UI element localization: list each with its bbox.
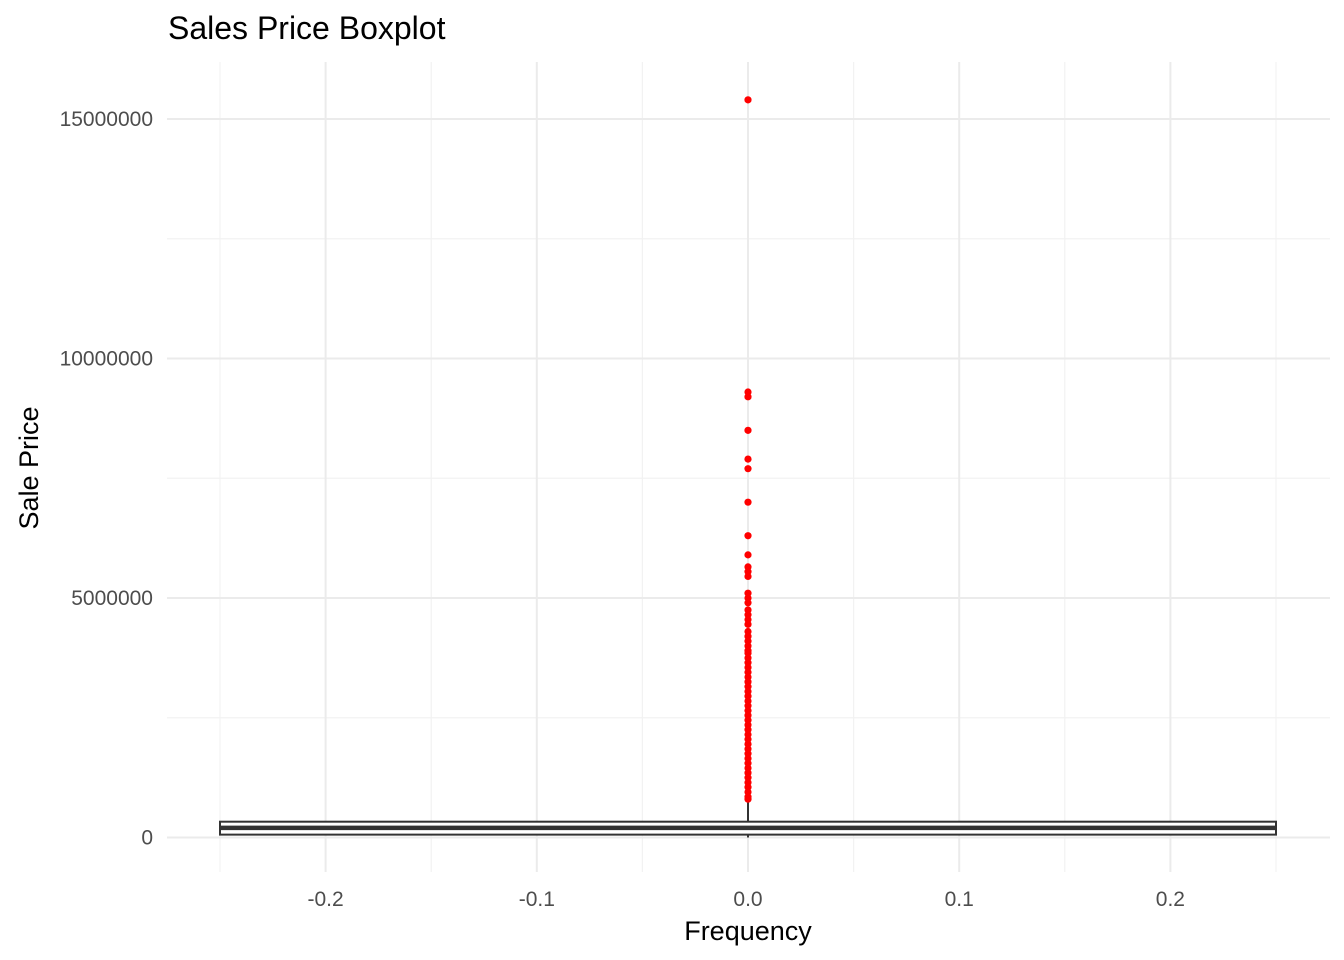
x-tick-label: 0.1 bbox=[945, 888, 974, 911]
outlier-point bbox=[744, 620, 752, 628]
outliers bbox=[744, 96, 752, 803]
outlier-point bbox=[744, 795, 752, 803]
outlier-point bbox=[744, 426, 752, 434]
y-axis-tick-labels: 0 5000000 10000000 15000000 bbox=[60, 108, 153, 850]
x-tick-label: 0.2 bbox=[1156, 888, 1185, 911]
outlier-point bbox=[744, 455, 752, 463]
box-layer bbox=[219, 800, 1277, 838]
x-axis-title: Frequency bbox=[684, 916, 812, 946]
x-tick-label: 0.0 bbox=[733, 888, 762, 911]
outlier-point bbox=[744, 393, 752, 401]
y-tick-label: 5000000 bbox=[71, 587, 153, 610]
x-axis-tick-labels: -0.2 -0.1 0.0 0.1 0.2 bbox=[308, 888, 1185, 911]
outlier-point bbox=[744, 498, 752, 506]
outlier-point bbox=[744, 532, 752, 540]
y-axis-title: Sale Price bbox=[14, 406, 44, 529]
x-tick-label: -0.2 bbox=[308, 888, 344, 911]
outlier-point bbox=[744, 551, 752, 559]
outlier-point bbox=[744, 599, 752, 607]
outlier-point bbox=[744, 465, 752, 473]
y-tick-label: 15000000 bbox=[60, 108, 153, 131]
outlier-point bbox=[744, 96, 752, 104]
x-tick-label: -0.1 bbox=[519, 888, 555, 911]
chart-title: Sales Price Boxplot bbox=[168, 10, 446, 46]
minor-gridlines bbox=[167, 62, 1330, 872]
y-tick-label: 0 bbox=[141, 827, 153, 850]
outlier-point bbox=[744, 572, 752, 581]
y-tick-label: 10000000 bbox=[60, 348, 153, 371]
